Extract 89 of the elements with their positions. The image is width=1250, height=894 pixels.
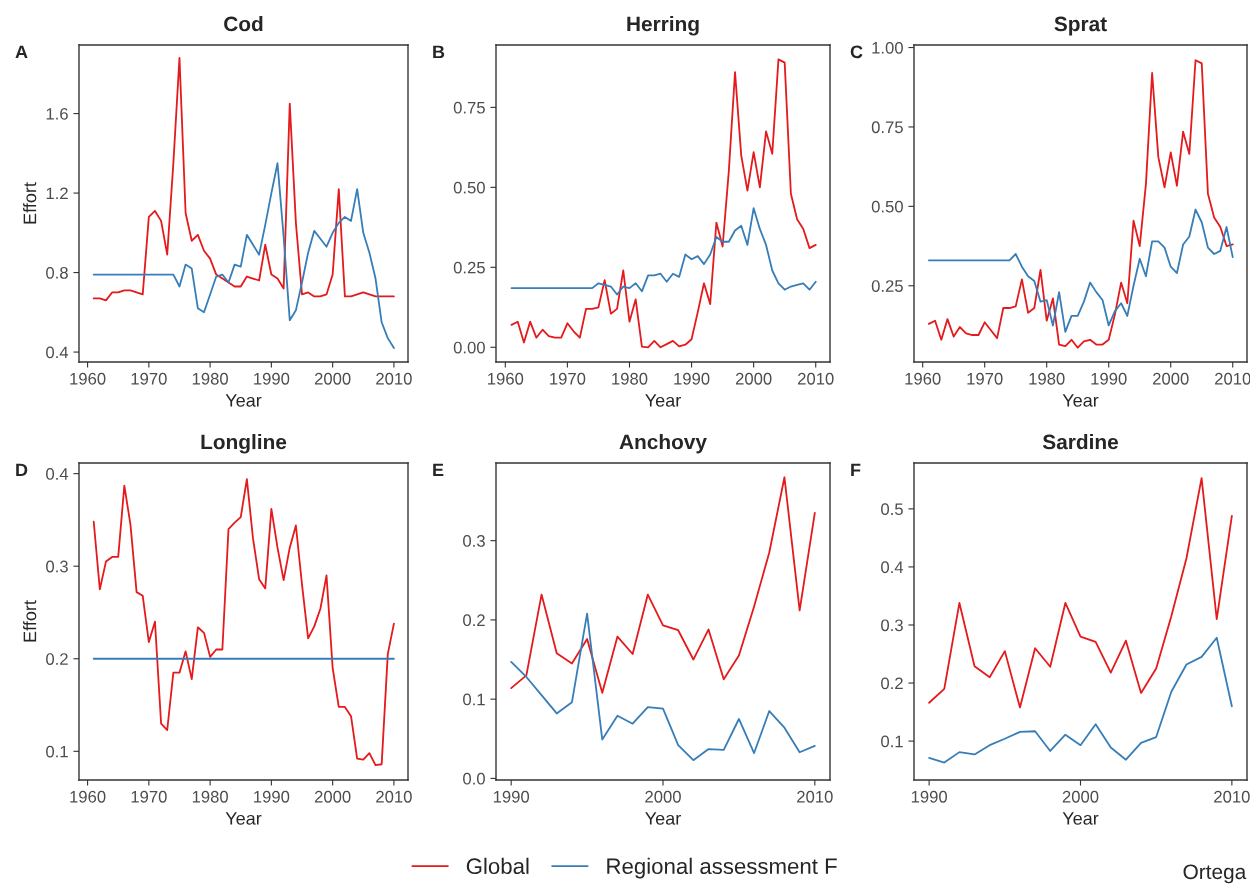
y-tick-label: 0.2 — [463, 614, 485, 627]
y-tick-label: 0.5 — [881, 503, 903, 516]
line-series — [510, 612, 816, 762]
line-series — [510, 207, 817, 296]
y-tick-label: 0.1 — [46, 745, 68, 758]
text: Ortega — [1183, 864, 1247, 884]
y-tick-label: 0.1 — [881, 735, 903, 748]
y-tick-label: 0.25 — [453, 261, 485, 274]
y-tick-label: 0.75 — [453, 101, 485, 114]
x-axis-title: Year — [225, 812, 262, 825]
y-tick-label: 0.50 — [871, 200, 903, 213]
y-tick-label: 0.4 — [46, 468, 69, 480]
x-tick-label: 1960 — [70, 372, 106, 385]
y-tick-label: 0.1 — [463, 693, 485, 706]
y-tick-label: 0.4 — [46, 346, 69, 359]
y-tick-label: 0.2 — [46, 653, 68, 665]
y-tick-label: 1.2 — [46, 187, 68, 200]
x-tick-label: 2010 — [376, 790, 412, 803]
y-tick-label: 0.75 — [871, 121, 903, 134]
line-series — [92, 57, 395, 302]
x-tick-label: 1970 — [131, 372, 167, 385]
line-series — [92, 162, 395, 349]
chart-title: Herring — [627, 16, 699, 36]
line-series — [510, 58, 817, 349]
y-tick-label: 0.25 — [871, 280, 903, 292]
x-tick-label: 2010 — [798, 372, 834, 385]
x-tick-label: 1970 — [967, 372, 1003, 385]
x-tick-label: 2000 — [314, 790, 351, 803]
x-axis-title: Year — [225, 394, 262, 407]
x-tick-label: 2010 — [1215, 372, 1250, 385]
x-tick-label: 1990 — [254, 372, 290, 385]
text: A — [15, 45, 28, 59]
text: D — [16, 463, 28, 477]
x-tick-label: 1960 — [488, 372, 524, 385]
x-tick-label: 1990 — [493, 790, 530, 803]
x-axis-title: Year — [645, 812, 681, 825]
y-tick-label: 0.3 — [463, 535, 485, 547]
line-series — [927, 59, 1234, 349]
x-tick-label: 2000 — [314, 372, 351, 385]
x-tick-label: 1990 — [674, 372, 710, 385]
x-tick-label: 2000 — [735, 372, 772, 385]
x-tick-label: 2000 — [1153, 372, 1189, 385]
y-tick-label: 0.4 — [881, 561, 904, 574]
y-tick-label: 0.3 — [46, 560, 68, 573]
line-series — [92, 478, 395, 767]
y-tick-label: 0.2 — [881, 677, 903, 690]
x-tick-label: 1960 — [905, 372, 941, 385]
x-tick-label: 2010 — [1214, 790, 1250, 803]
y-tick-label: 0.8 — [46, 266, 68, 279]
y-tick-label: 0.50 — [453, 181, 485, 194]
chart-title: Longline — [201, 434, 287, 454]
y-tick-label: 0.3 — [881, 619, 903, 632]
x-tick-label: 1990 — [1091, 372, 1127, 385]
line-series — [927, 208, 1234, 333]
y-axis-title: Effort — [23, 182, 37, 224]
x-tick-label: 1970 — [131, 790, 167, 803]
x-tick-label: 2000 — [645, 790, 681, 803]
x-tick-label: 1980 — [192, 372, 228, 385]
chart-title: Cod — [224, 16, 263, 32]
x-tick-label: 1990 — [254, 790, 290, 803]
y-tick-label: 1.6 — [46, 107, 68, 120]
legend-label: Regional assessment F — [607, 857, 837, 879]
chart-title: Anchovy — [619, 434, 707, 454]
x-axis-title: Year — [1062, 394, 1099, 407]
line-series — [510, 476, 816, 694]
x-tick-label: 1960 — [70, 790, 106, 803]
x-tick-label: 2000 — [1062, 790, 1099, 803]
chart-title: Sprat — [1054, 16, 1107, 36]
y-tick-label: 1.00 — [872, 41, 903, 54]
x-tick-label: 1980 — [1029, 372, 1065, 385]
legend-label: Global — [466, 857, 529, 875]
y-tick-label: 0.00 — [453, 341, 485, 354]
line-series — [928, 477, 1233, 709]
x-tick-label: 2010 — [797, 790, 833, 803]
x-tick-label: 1990 — [911, 790, 948, 803]
y-axis-title: Effort — [23, 600, 37, 642]
x-axis-title: Year — [645, 394, 681, 407]
text: F — [851, 463, 861, 477]
x-tick-label: 1980 — [612, 372, 648, 385]
x-axis-title: Year — [1062, 812, 1099, 825]
line-series — [928, 636, 1233, 764]
x-tick-label: 1970 — [550, 372, 586, 385]
text: B — [433, 45, 445, 59]
text: C — [850, 45, 863, 59]
x-tick-label: 1980 — [192, 790, 228, 803]
y-tick-label: 0.0 — [463, 772, 485, 785]
text: E — [433, 463, 444, 477]
x-tick-label: 2010 — [376, 372, 412, 385]
chart-title: Sardine — [1042, 434, 1118, 450]
